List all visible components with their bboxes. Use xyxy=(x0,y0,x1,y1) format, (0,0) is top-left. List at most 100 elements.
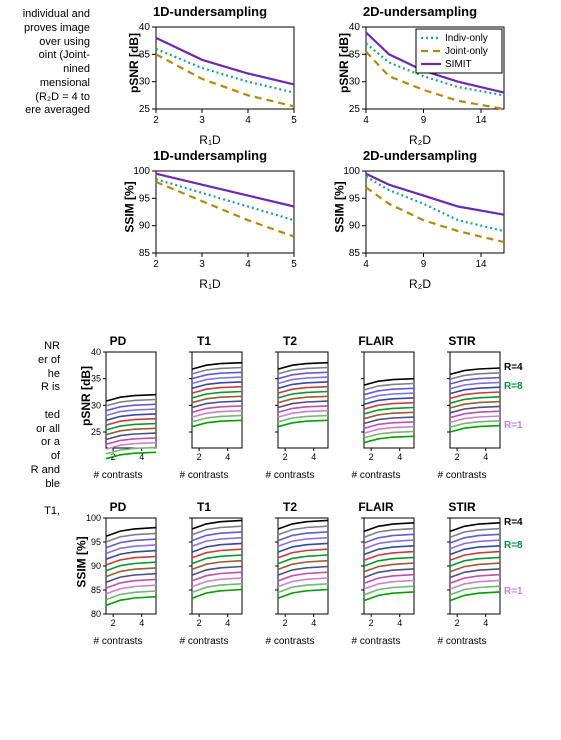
svg-text:25: 25 xyxy=(349,104,361,115)
chart-svg: 24 xyxy=(250,348,330,468)
svg-text:90: 90 xyxy=(91,561,101,571)
panel-title: PD xyxy=(78,500,158,514)
chart-svg: 24 xyxy=(336,348,416,468)
fig2-panel: T224# contrasts xyxy=(250,334,330,481)
svg-text:2: 2 xyxy=(197,452,202,462)
y-axis-label: SSIM [%] xyxy=(75,536,89,587)
svg-text:4: 4 xyxy=(245,115,251,126)
series-line xyxy=(366,187,504,242)
panel-title: 1D-undersampling xyxy=(120,4,300,19)
fig2-panel: STIR24# contrastsR=4R=8R=1 xyxy=(422,500,502,647)
series-line xyxy=(278,420,328,426)
svg-text:40: 40 xyxy=(139,22,151,33)
chart-svg: 24 xyxy=(164,348,244,468)
svg-text:4: 4 xyxy=(311,618,316,628)
panel-title: T1 xyxy=(164,500,244,514)
panel-title: STIR xyxy=(422,500,502,514)
x-axis-label: R₂D xyxy=(330,133,510,147)
r-label: R=1 xyxy=(504,420,523,431)
fig1-panel: 2D-undersampling253035404914Indiv-onlyJo… xyxy=(330,4,510,147)
series-line xyxy=(192,420,242,426)
svg-text:25: 25 xyxy=(91,427,101,437)
series-line xyxy=(192,590,242,599)
y-axis-label: pSNR [dB] xyxy=(79,366,93,426)
svg-text:4: 4 xyxy=(483,618,488,628)
x-axis-label: R₁D xyxy=(120,133,300,147)
panel-title: 2D-undersampling xyxy=(330,148,510,163)
x-axis-label: # contrasts xyxy=(422,636,502,647)
panel-title: PD xyxy=(78,334,158,348)
x-axis-label: # contrasts xyxy=(336,636,416,647)
x-axis-label: # contrasts xyxy=(78,636,158,647)
r-label: R=8 xyxy=(504,381,523,392)
chart-svg: 253035404914Indiv-onlyJoint-onlySIMIT xyxy=(330,21,510,131)
series-line xyxy=(156,174,294,207)
panel-title: FLAIR xyxy=(336,500,416,514)
panel-title: 1D-undersampling xyxy=(120,148,300,163)
fig2-panel: T124# contrasts xyxy=(164,334,244,481)
x-axis-label: # contrasts xyxy=(164,636,244,647)
fig2-panel: PD2530354024pSNR [dB]# contrasts xyxy=(78,334,158,481)
chart-svg: 8590951004914 xyxy=(330,165,510,275)
svg-text:100: 100 xyxy=(86,514,101,523)
svg-text:3: 3 xyxy=(199,115,205,126)
panel-title: T1 xyxy=(164,334,244,348)
svg-text:95: 95 xyxy=(91,537,101,547)
panel-title: T2 xyxy=(250,500,330,514)
x-axis-label: # contrasts xyxy=(422,470,502,481)
svg-text:40: 40 xyxy=(91,348,101,357)
series-line xyxy=(156,38,294,85)
svg-text:3: 3 xyxy=(199,259,205,270)
series-line xyxy=(106,597,156,606)
y-axis-label: pSNR [dB] xyxy=(337,33,351,93)
chart-svg: 253035402345 xyxy=(120,21,300,131)
chart-svg: 24 xyxy=(164,514,244,634)
chart-svg: 8085909510024 xyxy=(78,514,158,634)
svg-text:4: 4 xyxy=(363,115,369,126)
svg-text:SIMIT: SIMIT xyxy=(445,59,472,70)
svg-text:4: 4 xyxy=(225,618,230,628)
svg-text:4: 4 xyxy=(363,259,369,270)
svg-text:90: 90 xyxy=(349,221,361,232)
svg-text:14: 14 xyxy=(475,259,487,270)
svg-text:95: 95 xyxy=(139,193,151,204)
series-line xyxy=(450,426,500,432)
chart-svg: 24 xyxy=(422,514,502,634)
chart-svg: 24 xyxy=(422,348,502,468)
svg-text:80: 80 xyxy=(91,609,101,619)
r-label: R=4 xyxy=(504,517,523,528)
svg-text:9: 9 xyxy=(421,259,427,270)
chart-svg: 24 xyxy=(250,514,330,634)
svg-text:9: 9 xyxy=(421,115,427,126)
svg-text:2: 2 xyxy=(455,452,460,462)
svg-text:5: 5 xyxy=(291,259,297,270)
svg-text:85: 85 xyxy=(91,585,101,595)
x-axis-label: # contrasts xyxy=(250,636,330,647)
y-axis-label: SSIM [%] xyxy=(333,181,347,232)
x-axis-label: R₁D xyxy=(120,277,300,291)
fig2-panel: PD8085909510024SSIM [%]# contrasts xyxy=(78,500,158,647)
svg-text:4: 4 xyxy=(245,259,251,270)
svg-text:4: 4 xyxy=(311,452,316,462)
fig2-panel: T124 # contrasts xyxy=(164,500,244,647)
y-axis-label: pSNR [dB] xyxy=(127,33,141,93)
chart-svg: 24 xyxy=(336,514,416,634)
series-line xyxy=(364,592,414,601)
x-axis-label: # contrasts xyxy=(336,470,416,481)
x-axis-label: # contrasts xyxy=(78,470,158,481)
svg-text:4: 4 xyxy=(225,452,230,462)
fig2-panel: FLAIR24 # contrasts xyxy=(336,500,416,647)
r-label: R=1 xyxy=(504,586,523,597)
chart-svg: 8590951002345 xyxy=(120,165,300,275)
fig1-panel: 2D-undersampling8590951004914SSIM [%]R₂D xyxy=(330,148,510,291)
svg-text:2: 2 xyxy=(153,259,159,270)
svg-text:4: 4 xyxy=(397,618,402,628)
svg-text:100: 100 xyxy=(343,166,360,177)
svg-text:90: 90 xyxy=(139,221,151,232)
y-axis-label: SSIM [%] xyxy=(123,181,137,232)
series-line xyxy=(278,590,328,599)
svg-text:14: 14 xyxy=(475,115,487,126)
r-label: R=4 xyxy=(504,362,523,373)
svg-text:2: 2 xyxy=(455,618,460,628)
series-line xyxy=(450,592,500,601)
